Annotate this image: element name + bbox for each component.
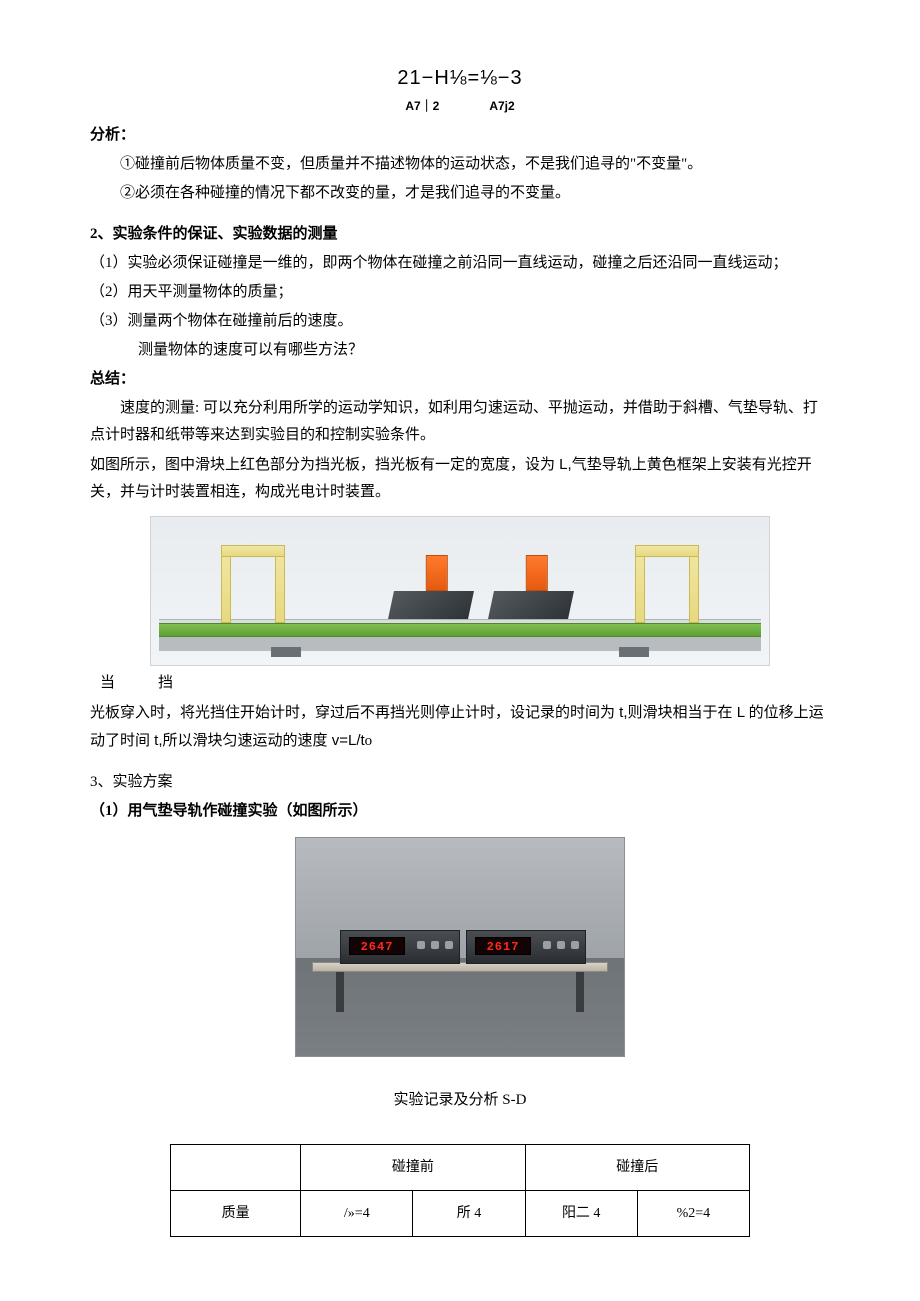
sec2-i2: （2）用天平测量物体的质量；	[90, 279, 830, 306]
formula-sub-left: A7｜2	[405, 99, 439, 113]
timer-1: 2647	[340, 930, 460, 964]
cell-4: %2=4	[637, 1190, 749, 1236]
summary-p1: 速度的测量: 可以充分利用所学的运动学知识，如利用匀速运动、平抛运动，并借助于斜…	[90, 395, 830, 449]
analysis-p2: ②必须在各种碰撞的情况下都不改变的量，才是我们追寻的不变量。	[90, 180, 830, 207]
formula-sub-right: A7j2	[489, 99, 514, 113]
fig1-after: 光板穿入时，将光挡住开始计时，穿过后不再挡光则停止计时，设记录的时间为 t,则滑…	[90, 699, 830, 755]
glider-1	[388, 591, 474, 619]
th-after: 碰撞后	[525, 1144, 749, 1190]
sec3-title: 3、实验方案	[90, 769, 830, 796]
cell-1: /»=4	[301, 1190, 413, 1236]
summary-label: 总结：	[90, 371, 135, 387]
timer-1-display: 2647	[349, 937, 405, 955]
flag-1	[426, 555, 448, 591]
photogate-right	[635, 545, 699, 623]
photogate-left	[221, 545, 285, 623]
cell-2: 所 4	[413, 1190, 525, 1236]
record-table: 碰撞前 碰撞后 质量 /»=4 所 4 阳二 4 %2=4	[170, 1144, 750, 1237]
flag-2	[526, 555, 548, 591]
analysis-label: 分析：	[90, 127, 135, 143]
formula-block: 21−H⅛=⅛−3 A7｜2 A7j2	[90, 60, 830, 118]
timer-2-display: 2617	[475, 937, 531, 955]
sec3-item1: （1）用气垫导轨作碰撞实验（如图所示）	[90, 798, 830, 825]
sec2-i3q: 测量物体的速度可以有哪些方法？	[90, 337, 830, 364]
formula-sub: A7｜2 A7j2	[90, 96, 830, 118]
row-label: 质量	[171, 1190, 301, 1236]
timer-2: 2617	[466, 930, 586, 964]
figure-timers: 2647 2617	[295, 837, 625, 1057]
fig1-caption: 当 挡	[100, 670, 830, 697]
analysis-p1: ①碰撞前后物体质量不变，但质量并不描述物体的运动状态，不是我们追寻的"不变量"。	[90, 151, 830, 178]
summary-p2: 如图所示，图中滑块上红色部分为挡光板，挡光板有一定的宽度，设为 L,气垫导轨上黄…	[90, 451, 830, 506]
table-header-row: 碰撞前 碰撞后	[171, 1144, 750, 1190]
figure-air-track: 当 挡	[90, 516, 830, 697]
th-before: 碰撞前	[301, 1144, 525, 1190]
table-row: 质量 /»=4 所 4 阳二 4 %2=4	[171, 1190, 750, 1236]
glider-2	[488, 591, 574, 619]
table-caption: 实验记录及分析 S-D	[90, 1087, 830, 1114]
sec2-i1: （1）实验必须保证碰撞是一维的，即两个物体在碰撞之前沿同一直线运动，碰撞之后还沿…	[90, 250, 830, 277]
sec2-title: 2、实验条件的保证、实验数据的测量	[90, 226, 338, 242]
cell-3: 阳二 4	[525, 1190, 637, 1236]
formula-main: 21−H⅛=⅛−3	[90, 60, 830, 96]
sec2-i3: （3）测量两个物体在碰撞前后的速度。	[90, 308, 830, 335]
